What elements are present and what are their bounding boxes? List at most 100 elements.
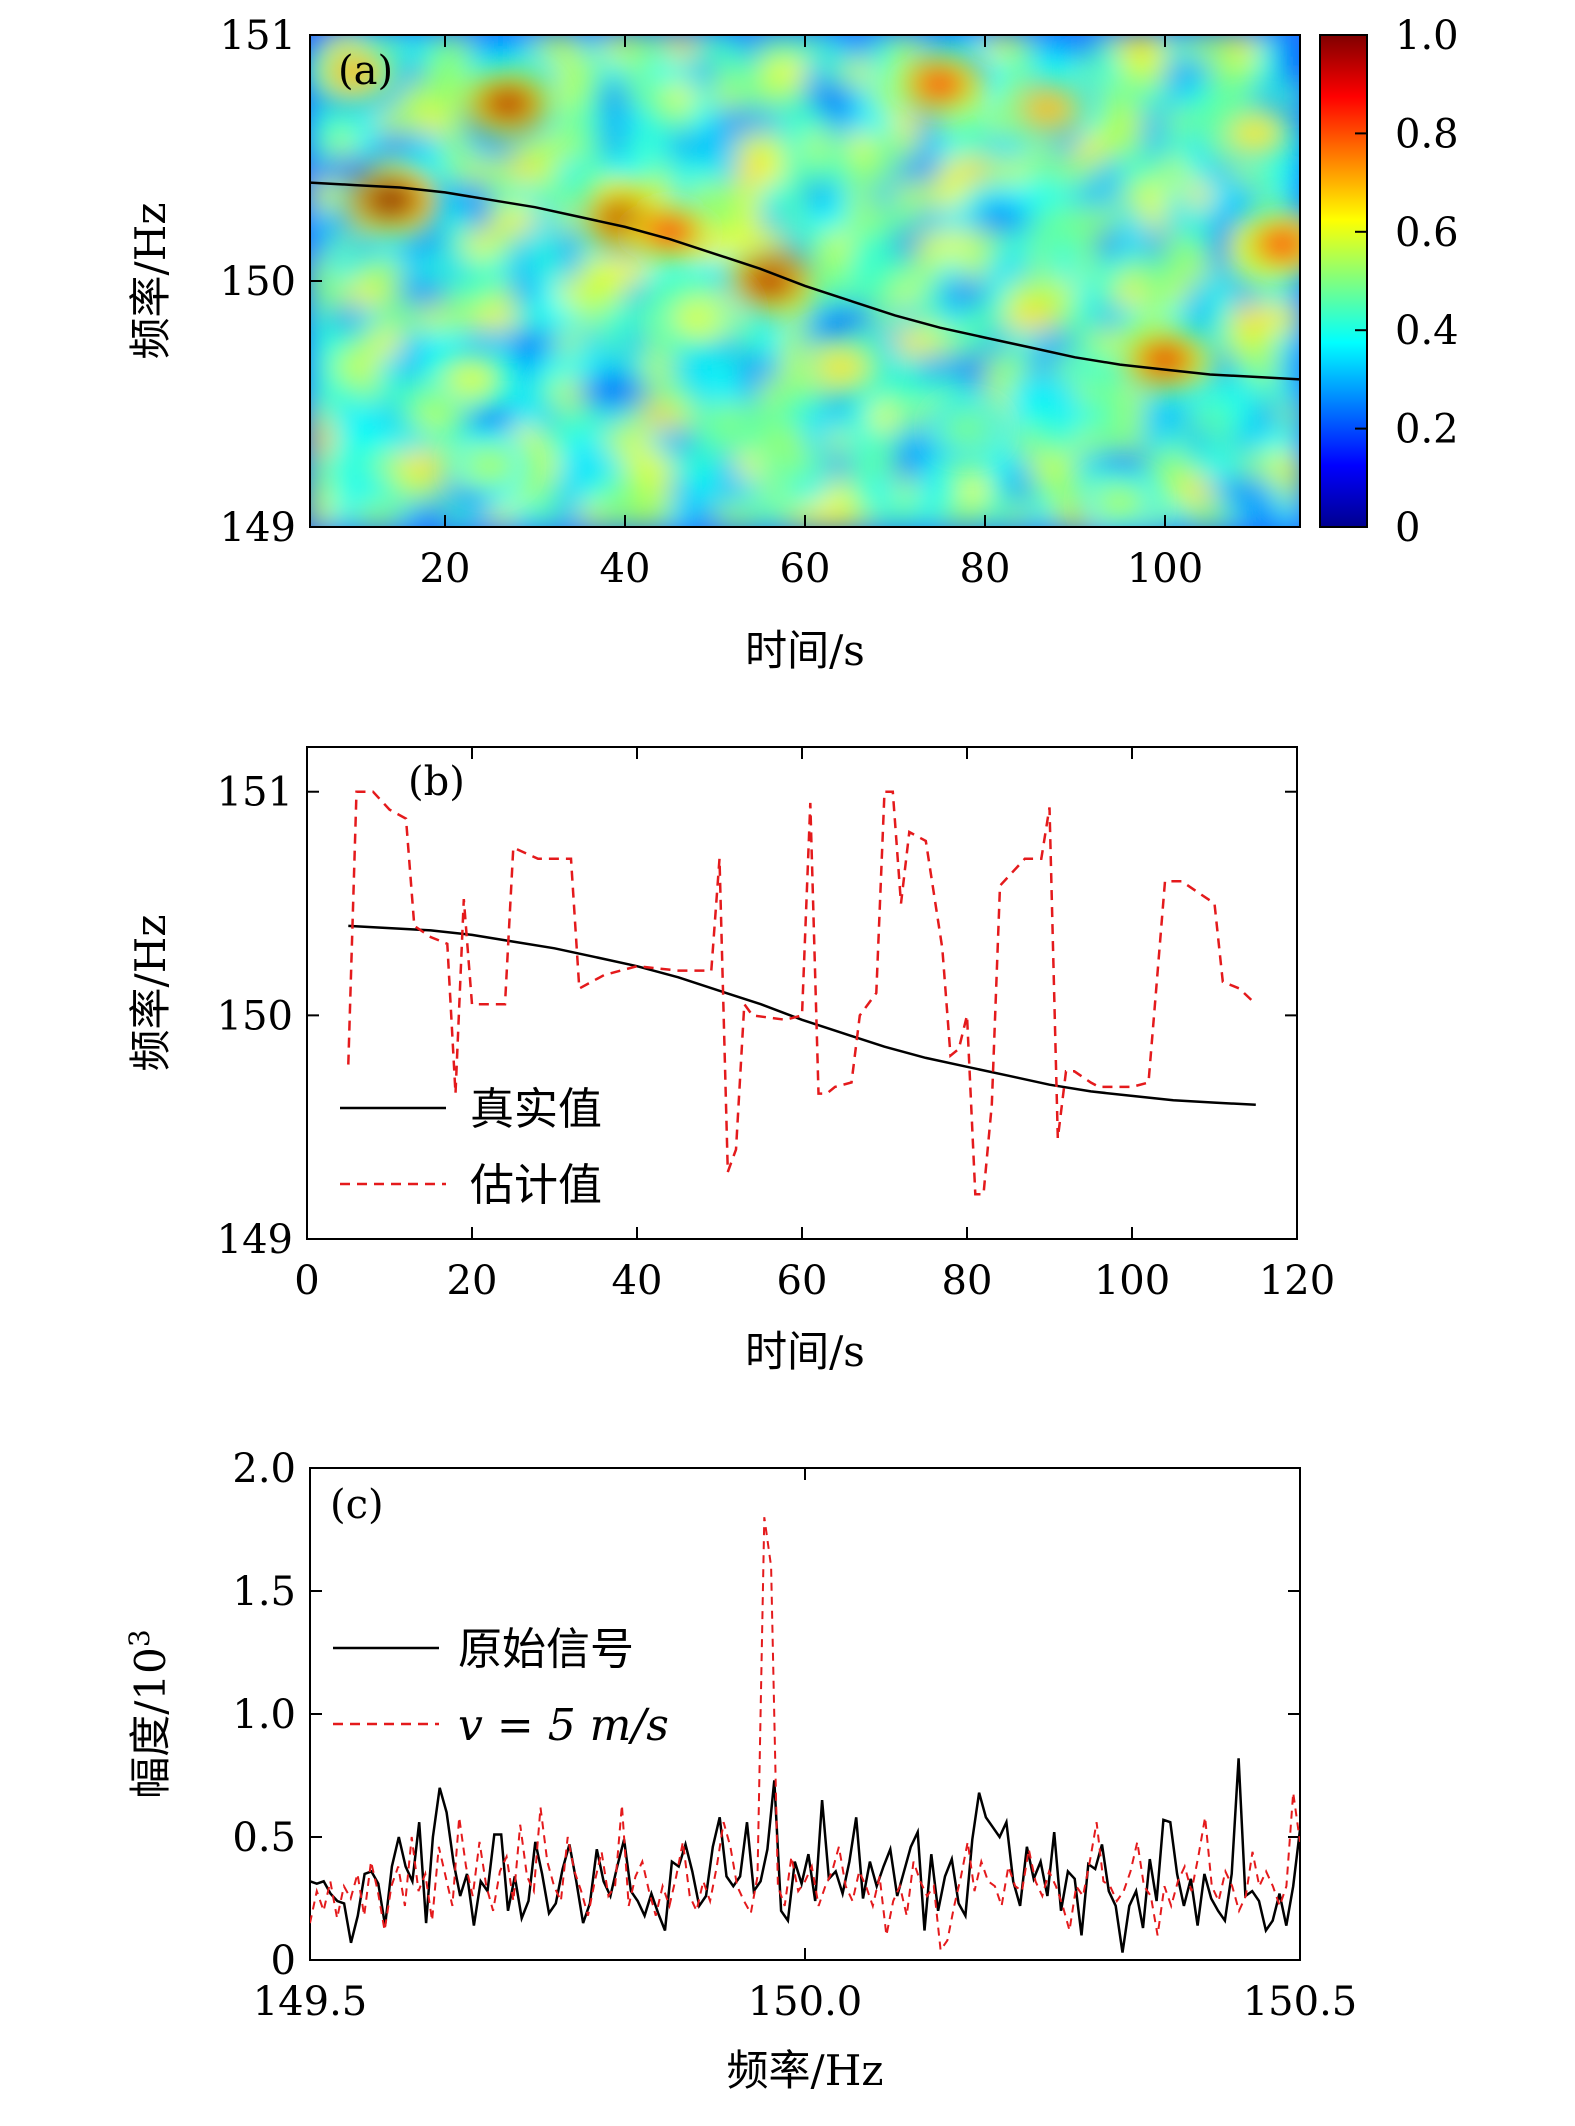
heatmap-cell	[1142, 428, 1166, 454]
heatmap-cell	[332, 133, 356, 159]
heatmap-cell	[332, 330, 356, 356]
heatmap-cell	[310, 354, 334, 380]
heatmap-cell	[377, 256, 401, 282]
series-line-original	[310, 1758, 1300, 1953]
heatmap-cell	[310, 305, 334, 331]
heatmap-cell	[1187, 428, 1211, 454]
heatmap-cell	[1007, 428, 1031, 454]
heatmap-cell	[872, 84, 896, 110]
heatmap-cell	[940, 35, 964, 61]
heatmap-cell	[737, 330, 761, 356]
heatmap-cell	[827, 305, 851, 331]
heatmap-cell	[355, 404, 379, 430]
heatmap-cell	[737, 84, 761, 110]
heatmap-cell	[760, 502, 784, 527]
heatmap-cell	[467, 158, 491, 184]
heatmap-cell	[962, 502, 986, 527]
heatmap-cell	[332, 354, 356, 380]
heatmap-cell	[1142, 84, 1166, 110]
x-axis-label-a: 时间/s	[745, 626, 865, 675]
heatmap-cell	[917, 158, 941, 184]
x-axis-label-b: 时间/s	[745, 1327, 865, 1376]
heatmap-cell	[805, 59, 829, 85]
colorbar-tick-label: 1.0	[1395, 13, 1459, 59]
heatmap-cell	[580, 35, 604, 61]
heatmap-cell	[872, 182, 896, 208]
x-tick-label-a: 100	[1127, 546, 1203, 592]
panel-b: 0 20 40 60 80 100 120 149 150 151 (b) 真实值 估计值 时间/…	[126, 746, 1335, 1376]
heatmap-cell	[850, 35, 874, 61]
heatmap-cell	[445, 108, 469, 134]
heatmap-cell	[872, 231, 896, 257]
heatmap-cell	[400, 404, 424, 430]
heatmap-cell	[670, 108, 694, 134]
heatmap-cell	[895, 231, 919, 257]
heatmap-cell	[940, 477, 964, 503]
heatmap-cell	[445, 158, 469, 184]
heatmap-cell	[1142, 404, 1166, 430]
heatmap-cell	[1165, 502, 1189, 527]
heatmap-cell	[1232, 502, 1256, 527]
heatmap-cell	[1210, 231, 1234, 257]
heatmap-cell	[715, 379, 739, 405]
x-tick-label-b: 0	[294, 1258, 319, 1304]
heatmap-cell	[940, 379, 964, 405]
heatmap-cell	[580, 133, 604, 159]
heatmap-cell	[1097, 354, 1121, 380]
panel-a: 20 40 60 80 100 149 150 151 (a) 时间/s 频率/Hz 0 0.2…	[126, 13, 1459, 675]
y-tick-label-a: 149	[220, 505, 296, 551]
heatmap-cell	[782, 502, 806, 527]
heatmap-cell	[1007, 59, 1031, 85]
colorbar	[1319, 34, 1368, 528]
heatmap-cell	[310, 281, 334, 307]
heatmap-cell	[872, 256, 896, 282]
panel-c: 149.5 150.0 150.5 0 0.5 1.0 1.5 2.0 (c) 原始信号 v …	[123, 1446, 1357, 2095]
heatmap-cell	[580, 379, 604, 405]
heatmap-cell	[1120, 428, 1144, 454]
heatmap-hotspot	[462, 447, 518, 484]
heatmap-cell	[850, 477, 874, 503]
heatmap-cell	[872, 428, 896, 454]
heatmap-cell	[1210, 207, 1234, 233]
heatmap-cell	[715, 59, 739, 85]
heatmap-cell	[310, 379, 334, 405]
heatmap-cell	[535, 502, 559, 527]
heatmap-cell	[332, 158, 356, 184]
heatmap-cell	[1075, 330, 1099, 356]
heatmap-cell	[422, 256, 446, 282]
x-tick-label-a: 20	[420, 546, 471, 592]
heatmap-cell	[1007, 256, 1031, 282]
x-tick-label-b: 60	[777, 1258, 828, 1304]
y-tick-label-c: 2.0	[232, 1446, 296, 1492]
heatmap-cell	[1075, 428, 1099, 454]
heatmap-cell	[490, 256, 514, 282]
heatmap-cell	[760, 59, 784, 85]
heatmap-cell	[377, 281, 401, 307]
heatmap-cell	[647, 158, 671, 184]
heatmap-cell	[647, 502, 671, 527]
heatmap-cell	[557, 59, 581, 85]
heatmap-cell	[332, 404, 356, 430]
heatmap-cell	[1097, 59, 1121, 85]
heatmap-cell	[1210, 404, 1234, 430]
heatmap-cell	[692, 453, 716, 479]
y-tick-label-c: 0.5	[232, 1815, 296, 1861]
heatmap-hotspot	[1254, 226, 1300, 263]
heatmap-cell	[310, 207, 334, 233]
heatmap-cell	[715, 428, 739, 454]
heatmap-cell	[805, 305, 829, 331]
heatmap-cell	[490, 305, 514, 331]
heatmap-cell	[1142, 281, 1166, 307]
heatmap-cell	[422, 158, 446, 184]
heatmap-cell	[467, 35, 491, 61]
heatmap-cell	[805, 182, 829, 208]
heatmap-cell	[310, 502, 334, 527]
heatmap-cell	[310, 133, 334, 159]
heatmap-cell	[1165, 84, 1189, 110]
heatmap-cell	[1165, 281, 1189, 307]
heatmap-cell	[985, 59, 1009, 85]
heatmap-cell	[895, 379, 919, 405]
heatmap-cell	[467, 502, 491, 527]
heatmap-cell	[670, 428, 694, 454]
heatmap-cell	[647, 379, 671, 405]
